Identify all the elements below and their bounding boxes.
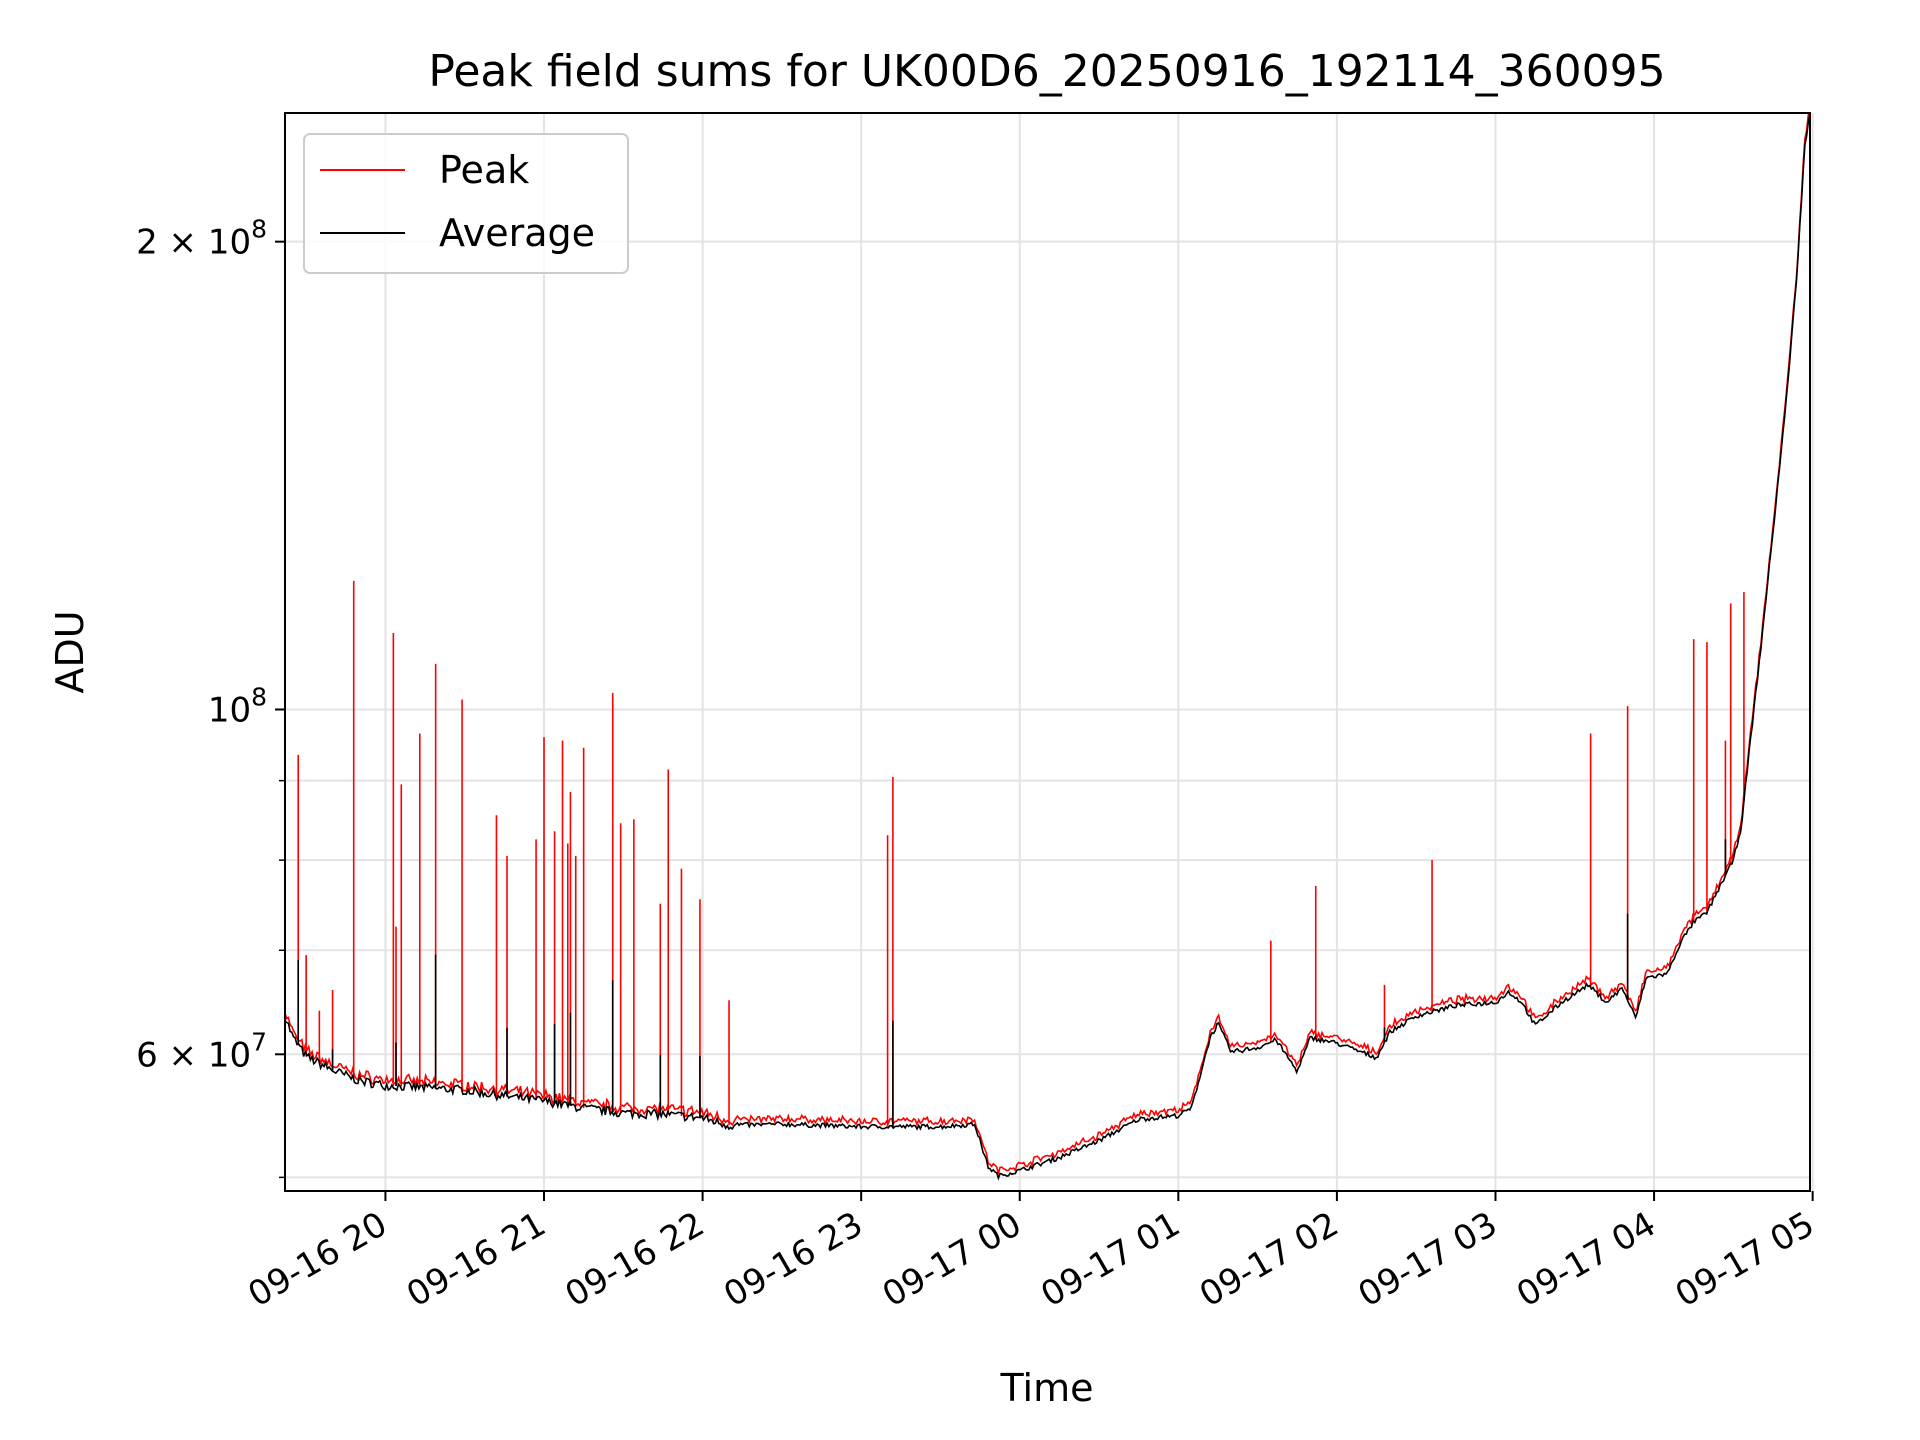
grid-lines [285,113,1814,1191]
x-axis-label: Time [1000,1366,1094,1410]
y-tick-label: 2 × 108 [136,215,267,263]
plot-series [284,112,1811,1181]
legend: Peak Average [303,133,629,274]
y-tick-label: 6 × 107 [136,1027,267,1075]
average-line [284,112,1811,1181]
legend-label-peak: Peak [439,148,529,192]
y-tick-label: 108 [208,683,267,731]
plot-frame [284,112,1811,1192]
peak-line [284,112,1811,1177]
chart-title: Peak field sums for UK00D6_20250916_1921… [428,46,1665,97]
legend-label-average: Average [439,211,595,255]
legend-box [303,133,629,274]
y-axis-label: ADU [48,610,92,693]
